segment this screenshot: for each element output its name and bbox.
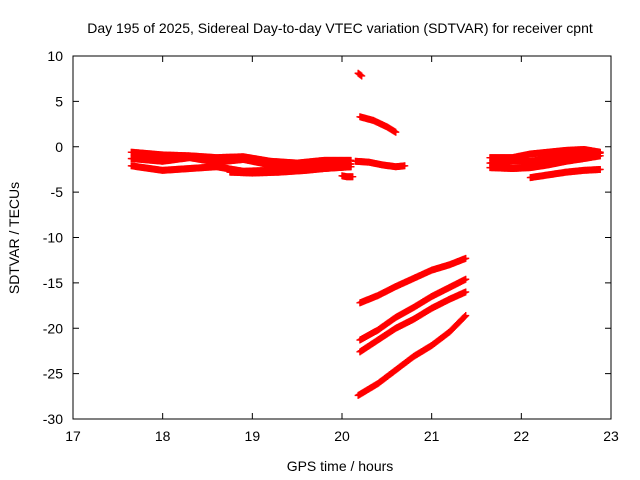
y-axis: -30 -25 -20 -15 -10 -5 0 5 10 [43, 48, 611, 427]
x-tick-label: 18 [155, 428, 171, 444]
series-track-o [486, 152, 604, 173]
data-point [392, 128, 400, 136]
x-tick-label: 23 [603, 428, 619, 444]
data-point [462, 312, 470, 320]
series-track-g [354, 69, 366, 80]
series-track-l [354, 312, 470, 399]
series-track-h [356, 113, 400, 136]
y-tick-label: 0 [55, 139, 63, 155]
y-tick-label: 10 [47, 48, 63, 64]
data-point [462, 275, 470, 283]
y-tick-label: -5 [51, 184, 64, 200]
y-tick-label: -20 [43, 320, 63, 336]
data-point [596, 165, 604, 173]
data-point [462, 254, 470, 262]
y-tick-label: 5 [55, 93, 63, 109]
x-tick-label: 21 [424, 428, 440, 444]
x-tick-label: 17 [65, 428, 81, 444]
data-point [347, 163, 355, 171]
x-tick-label: 22 [514, 428, 530, 444]
y-tick-label: -30 [43, 411, 63, 427]
chart-title: Day 195 of 2025, Sidereal Day-to-day VTE… [87, 20, 593, 36]
data-point [349, 173, 357, 181]
y-axis-label: SDTVAR / TECUs [6, 182, 22, 294]
x-tick-label: 19 [245, 428, 261, 444]
series-track-k [356, 288, 470, 356]
x-axis: 17 18 19 20 21 22 23 [65, 56, 619, 444]
data-point [401, 162, 409, 170]
series-track-e [338, 172, 357, 181]
series-track-p [526, 165, 604, 182]
y-tick-label: -15 [43, 275, 63, 291]
series-track-i [356, 254, 470, 307]
y-tick-label: -10 [43, 230, 63, 246]
plot-frame [72, 55, 612, 420]
series-track-f [351, 157, 409, 171]
series-track-j [356, 275, 470, 344]
y-tick-label: -25 [43, 366, 63, 382]
data-point [596, 152, 604, 160]
x-axis-label: GPS time / hours [287, 458, 394, 474]
data-series [127, 69, 604, 399]
x-tick-label: 20 [334, 428, 350, 444]
data-point [358, 72, 366, 80]
series-track-d [226, 163, 355, 177]
data-point [461, 312, 469, 320]
data-point [462, 288, 470, 296]
